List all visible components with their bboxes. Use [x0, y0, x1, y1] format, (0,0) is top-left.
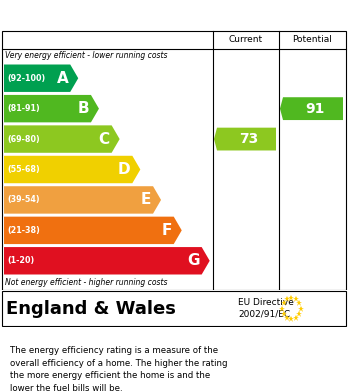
Polygon shape — [4, 186, 161, 213]
Polygon shape — [4, 156, 140, 183]
Text: C: C — [98, 131, 110, 147]
Polygon shape — [280, 97, 343, 120]
Text: The energy efficiency rating is a measure of the
overall efficiency of a home. T: The energy efficiency rating is a measur… — [10, 346, 228, 391]
Text: (81-91): (81-91) — [7, 104, 40, 113]
Text: F: F — [161, 223, 172, 238]
Text: Potential: Potential — [293, 36, 332, 45]
Polygon shape — [4, 126, 120, 153]
Text: (1-20): (1-20) — [7, 256, 34, 265]
Text: Very energy efficient - lower running costs: Very energy efficient - lower running co… — [5, 51, 167, 60]
Text: Energy Efficiency Rating: Energy Efficiency Rating — [73, 7, 275, 23]
Text: England & Wales: England & Wales — [6, 300, 176, 317]
Text: Not energy efficient - higher running costs: Not energy efficient - higher running co… — [5, 278, 167, 287]
Text: EU Directive
2002/91/EC: EU Directive 2002/91/EC — [238, 298, 294, 319]
Text: 91: 91 — [305, 102, 325, 116]
Polygon shape — [214, 127, 276, 151]
Text: G: G — [187, 253, 200, 268]
Text: (55-68): (55-68) — [7, 165, 40, 174]
Polygon shape — [4, 95, 99, 122]
Text: D: D — [118, 162, 130, 177]
Text: 73: 73 — [239, 132, 258, 146]
Text: (21-38): (21-38) — [7, 226, 40, 235]
Polygon shape — [4, 65, 78, 92]
Text: (92-100): (92-100) — [7, 74, 45, 83]
Polygon shape — [4, 247, 210, 274]
Text: B: B — [77, 101, 89, 116]
Polygon shape — [4, 217, 182, 244]
Text: A: A — [56, 71, 68, 86]
Text: Current: Current — [229, 36, 263, 45]
Text: (69-80): (69-80) — [7, 135, 40, 143]
Text: E: E — [141, 192, 151, 208]
Text: (39-54): (39-54) — [7, 196, 40, 204]
